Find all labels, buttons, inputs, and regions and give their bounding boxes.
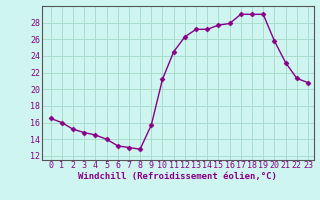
X-axis label: Windchill (Refroidissement éolien,°C): Windchill (Refroidissement éolien,°C) [78, 172, 277, 181]
